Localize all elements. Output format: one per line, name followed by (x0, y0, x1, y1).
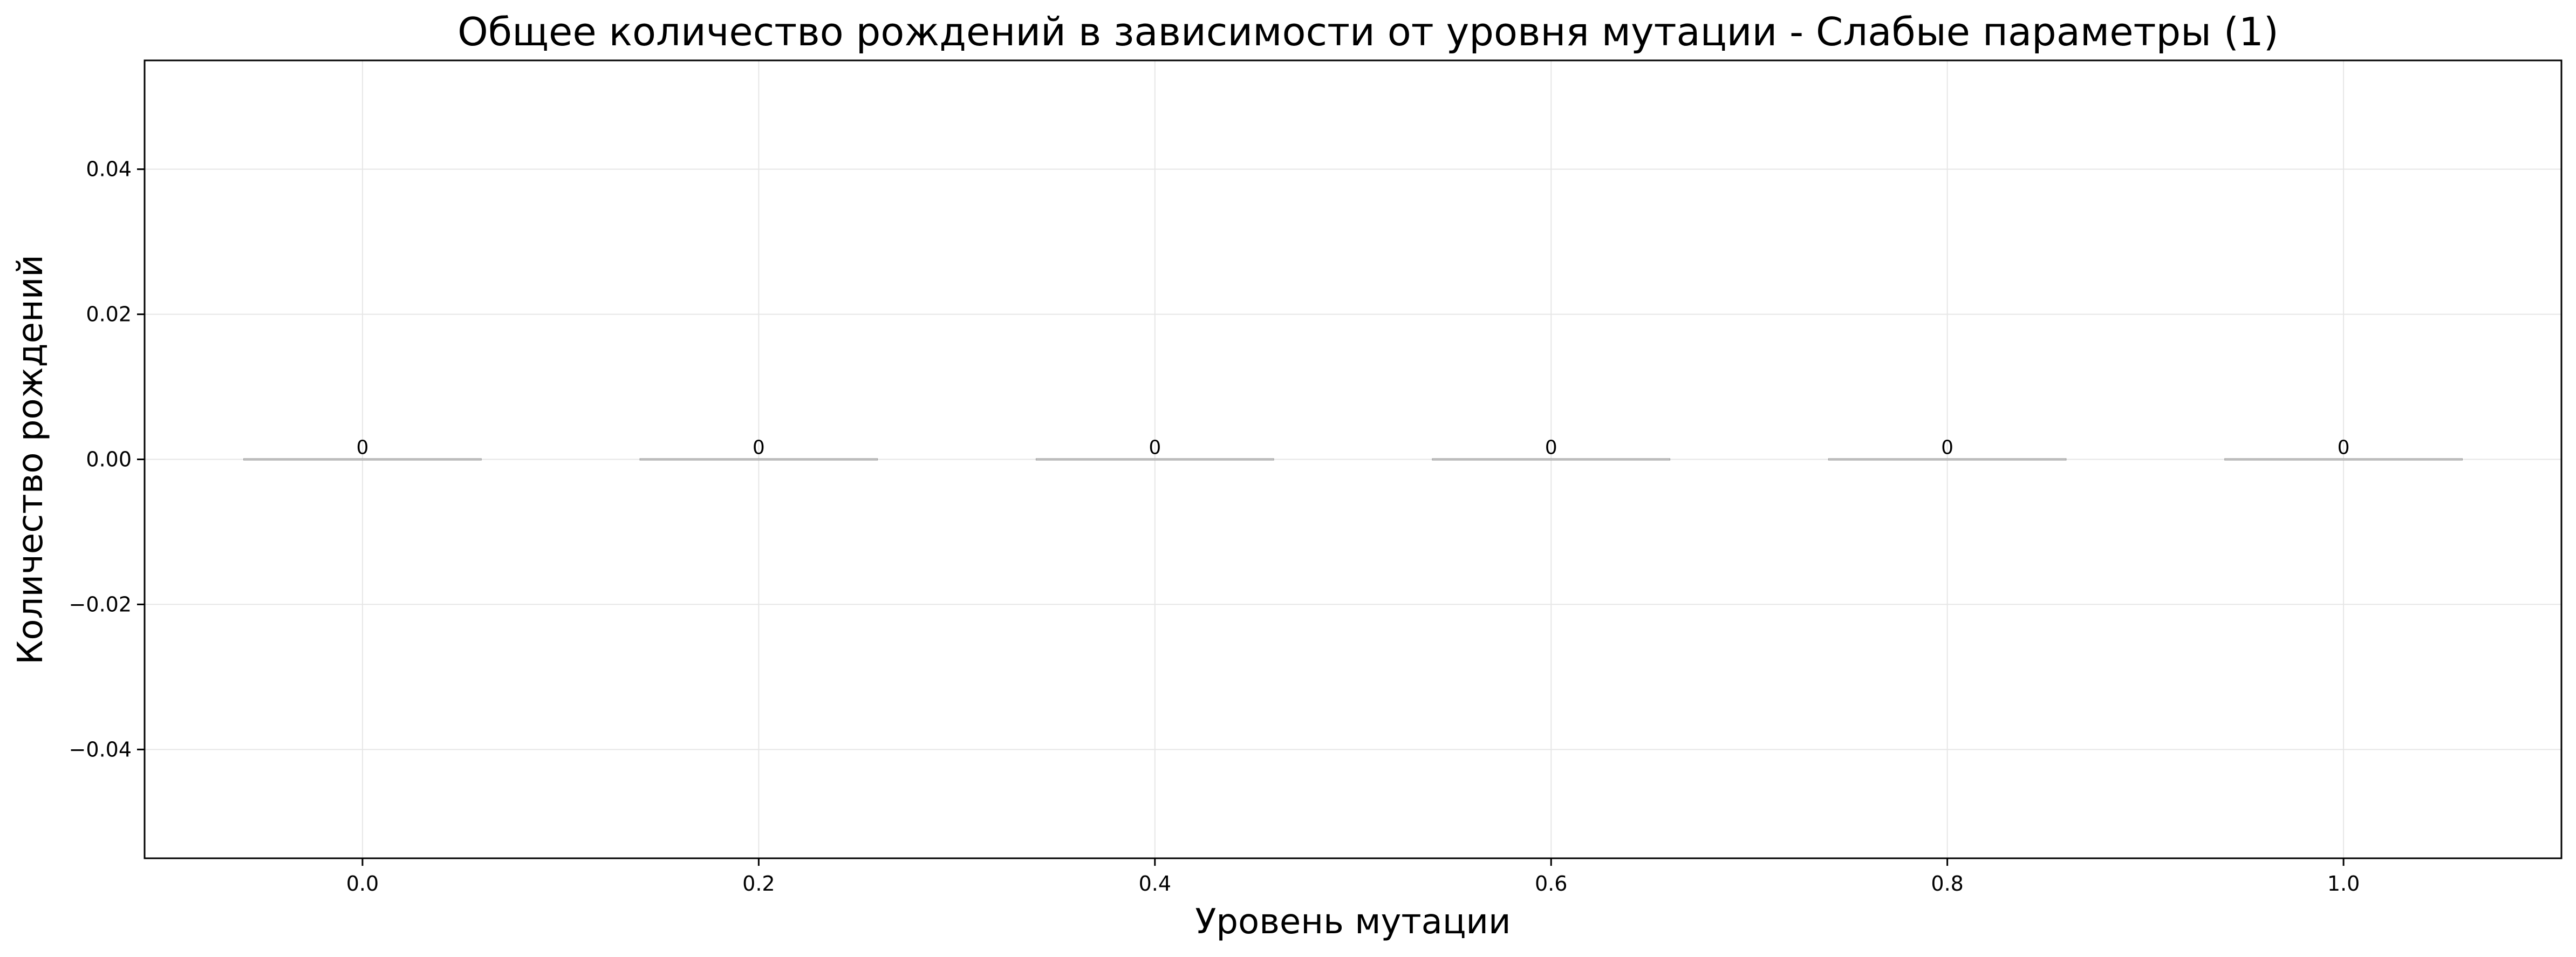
bar (1035, 458, 1274, 461)
data-labels: 0 0 0 0 0 0 (356, 437, 2349, 459)
y-axis-label: Количество рождений (11, 255, 51, 665)
bars (243, 458, 2463, 461)
bar (639, 458, 878, 461)
y-tick-label: −0.04 (69, 737, 132, 761)
bar (1828, 458, 2067, 461)
y-tick-label: −0.02 (69, 592, 132, 616)
bar (243, 458, 482, 461)
x-tick-label: 0.4 (1139, 872, 1171, 896)
x-tick-label: 0.8 (1931, 872, 1963, 896)
axis-ticks: 0.0 0.2 0.4 0.6 0.8 1.0 −0.04 −0.02 0.00 0.02 0.04 (69, 158, 2360, 896)
bar (1432, 458, 1671, 461)
x-tick-label: 0.2 (742, 872, 775, 896)
x-tick-label: 1.0 (2327, 872, 2360, 896)
plot-area-frame (144, 59, 2563, 859)
chart-title: Общее количество рождений в зависимости … (457, 9, 2279, 54)
bar-value-label: 0 (1941, 437, 1953, 459)
y-tick-label: 0.00 (86, 448, 132, 471)
bar-value-label: 0 (1149, 437, 1161, 459)
bar-value-label: 0 (2338, 437, 2350, 459)
bar-value-label: 0 (753, 437, 765, 459)
x-axis-label: Уровень мутации (1195, 902, 1511, 942)
x-tick-label: 0.6 (1535, 872, 1567, 896)
bar-value-label: 0 (1545, 437, 1557, 459)
bar-value-label: 0 (356, 437, 368, 459)
y-tick-label: 0.04 (86, 158, 132, 181)
x-tick-label: 0.0 (346, 872, 379, 896)
y-tick-label: 0.02 (86, 303, 132, 326)
bar (2224, 458, 2463, 461)
